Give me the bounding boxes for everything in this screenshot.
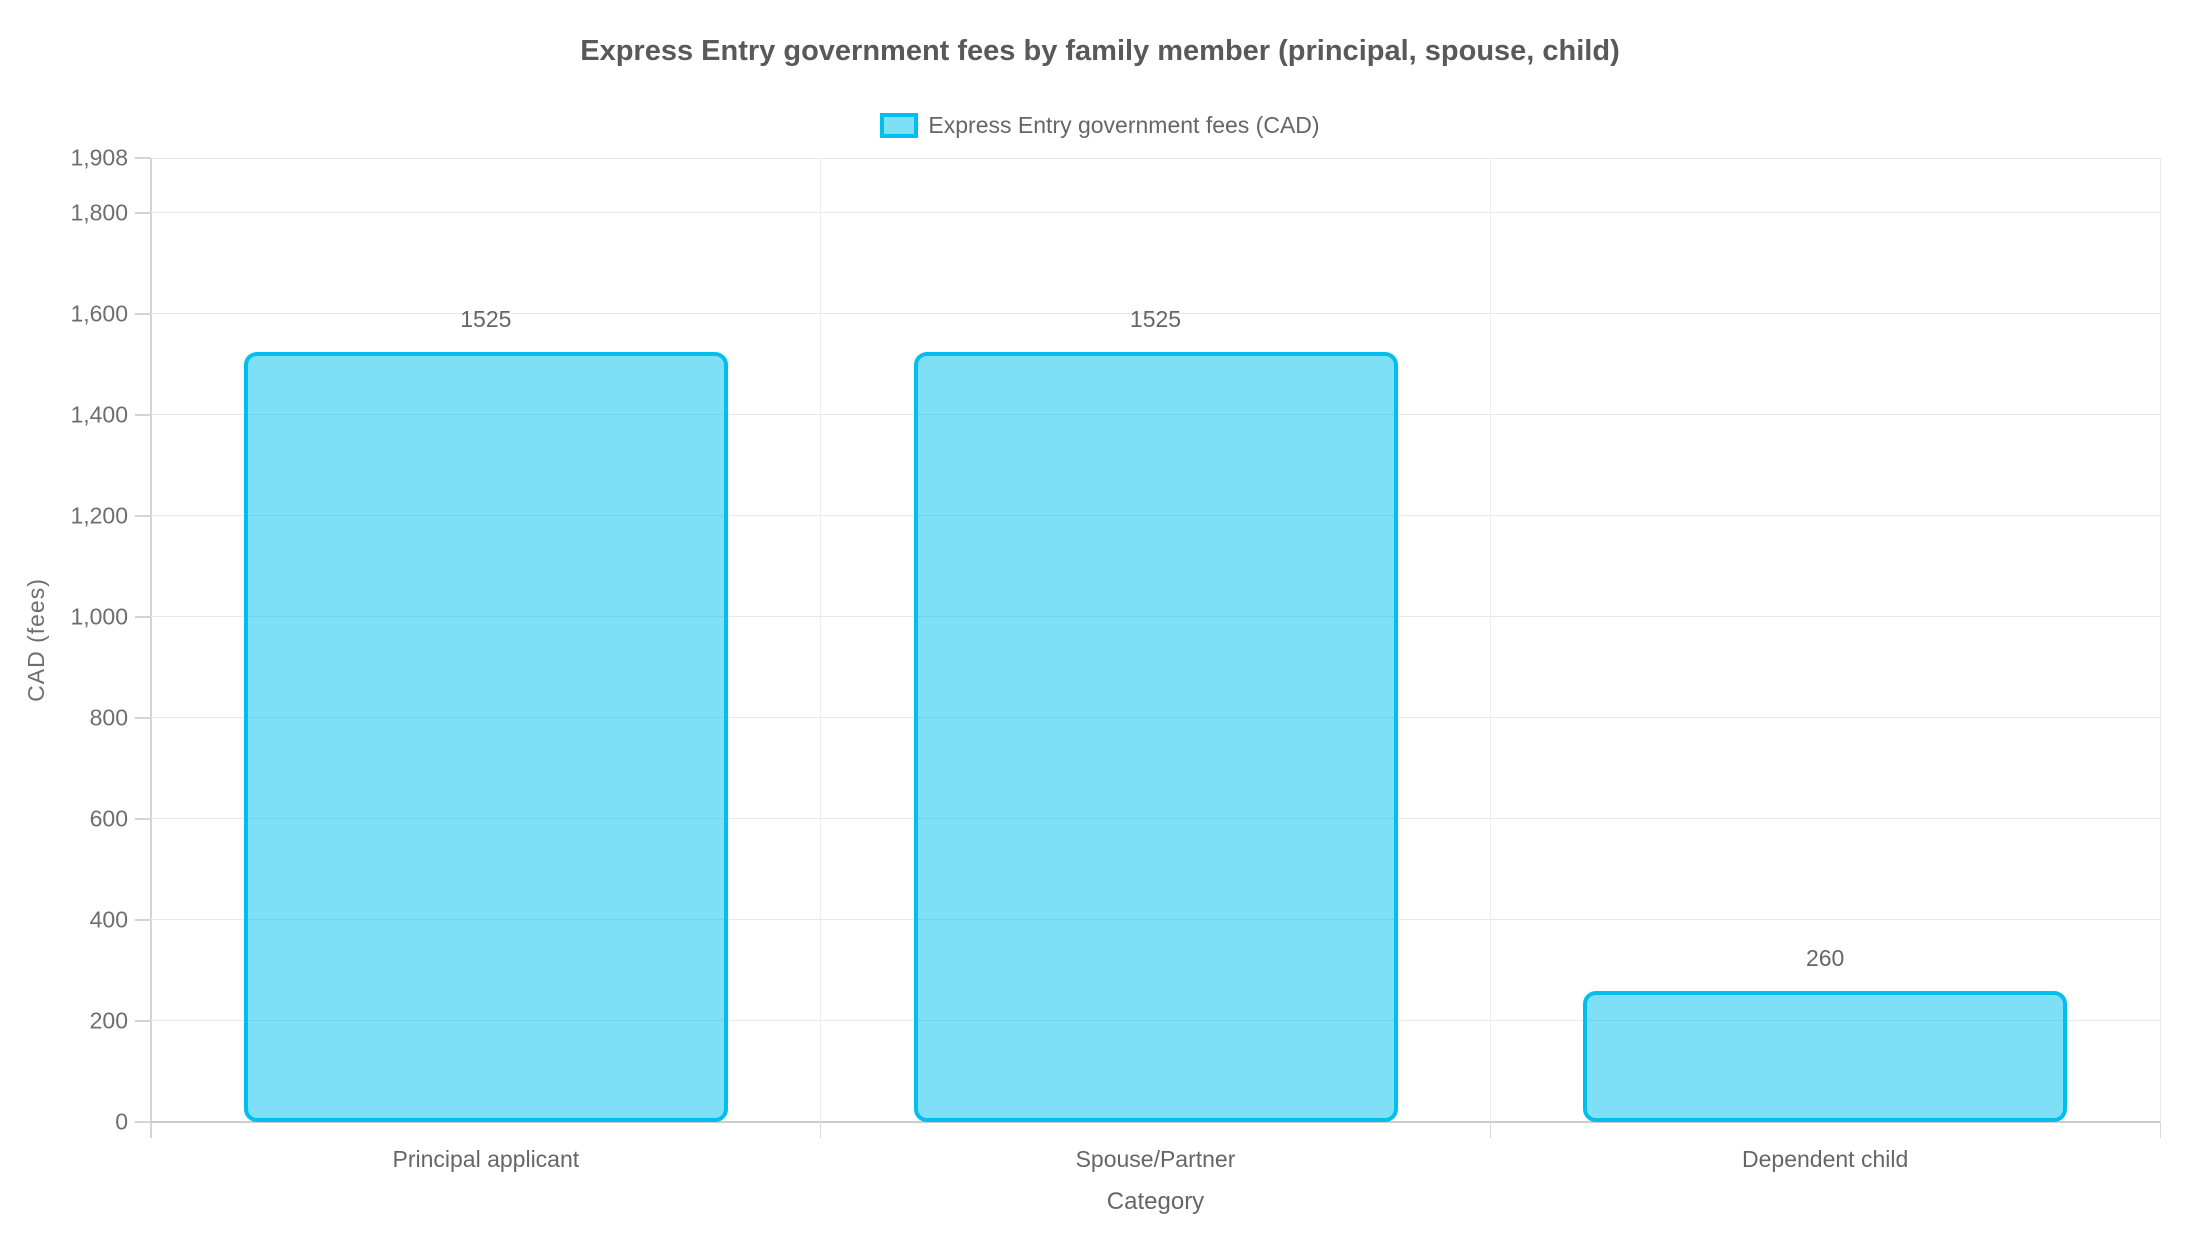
bar-value-label: 260 [1805, 944, 1845, 971]
x-category-label: Dependent child [1742, 1146, 1909, 1172]
y-tick-mark [135, 817, 151, 820]
x-category-label: Spouse/Partner [1075, 1146, 1236, 1172]
y-tick-label: 1,200 [70, 502, 128, 529]
bar [913, 351, 1398, 1122]
y-tick-mark [135, 211, 151, 214]
bar-value-label: 1525 [460, 305, 512, 332]
y-tick-label: 600 [89, 805, 128, 832]
y-gridline [151, 212, 2160, 214]
legend: Express Entry government fees (CAD) [0, 112, 2200, 139]
y-tick-mark [135, 615, 151, 618]
x-category-label: Principal applicant [392, 1146, 580, 1172]
y-tick-mark [135, 413, 151, 416]
y-axis-line [150, 158, 152, 1138]
y-axis-title: CAD (fees) [23, 578, 49, 702]
y-tick-label: 800 [89, 704, 128, 731]
y-gridline [151, 157, 2160, 159]
category-boundary-gridline [1489, 158, 1491, 1122]
y-tick-mark [135, 1121, 151, 1123]
y-tick-label: 1,908 [70, 144, 128, 171]
y-tick-label: 1,400 [70, 401, 128, 428]
category-boundary-gridline [2159, 158, 2161, 1122]
y-tick-mark [135, 716, 151, 719]
y-tick-label: 200 [89, 1007, 128, 1034]
chart-title: Express Entry government fees by family … [580, 35, 1620, 67]
y-gridline [151, 313, 2160, 315]
x-tick-mark [820, 1122, 822, 1138]
y-tick-mark [135, 918, 151, 921]
x-tick-mark [2159, 1122, 2161, 1138]
y-tick-label: 0 [115, 1108, 128, 1135]
x-axis-line [151, 1121, 2160, 1123]
legend-swatch-icon [880, 113, 919, 138]
y-tick-label: 1,000 [70, 603, 128, 630]
bar [1583, 990, 2068, 1122]
y-tick-mark [135, 1019, 151, 1022]
y-tick-label: 1,600 [70, 300, 128, 327]
legend-label: Express Entry government fees (CAD) [928, 112, 1320, 138]
bar-value-label: 1525 [1129, 305, 1182, 332]
x-tick-mark [1489, 1122, 1491, 1138]
plot-area: Category CAD (fees) 0 200 400 600 800 1,000 1,… [23, 145, 2161, 1215]
y-tick-mark [135, 514, 151, 517]
y-tick-label: 400 [89, 906, 128, 933]
category-boundary-gridline [820, 158, 822, 1122]
x-axis-title: Category [1106, 1188, 1205, 1215]
bar [243, 351, 728, 1122]
y-tick-mark [135, 157, 151, 159]
y-tick-label: 1,800 [70, 199, 128, 226]
y-tick-mark [135, 312, 151, 315]
